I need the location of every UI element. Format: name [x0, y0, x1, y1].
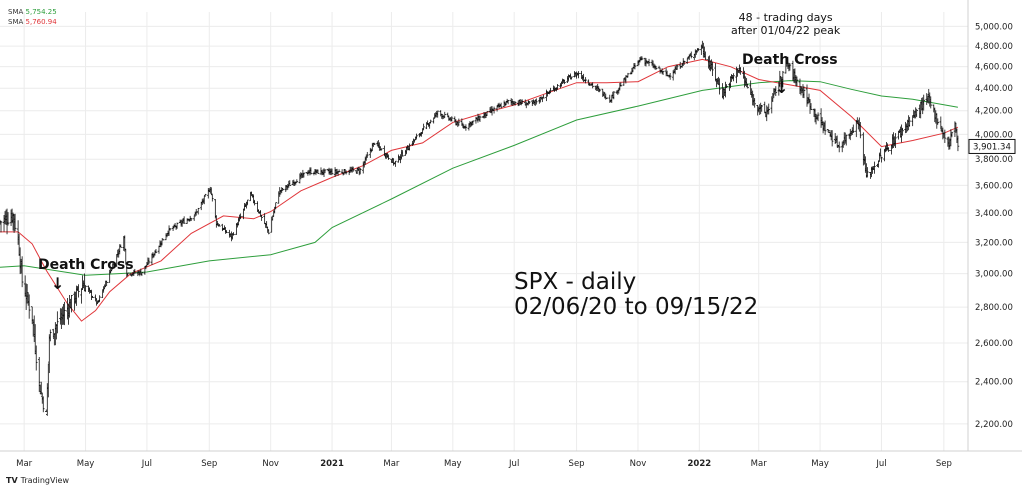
legend-label: SMA: [8, 18, 24, 26]
y-tick-label: 2,200.00: [975, 420, 1013, 430]
price-bars: [0, 40, 960, 416]
peak-note: 48 - trading days after 01/04/22 peak: [731, 11, 840, 37]
y-tick-label: 2,600.00: [975, 339, 1013, 349]
y-tick-label: 3,400.00: [975, 209, 1013, 219]
x-tick-label: Sep: [936, 459, 952, 469]
x-tick-label: Jul: [508, 459, 519, 469]
legend-value: 5,760.94: [25, 18, 57, 26]
y-tick-label: 4,400.00: [975, 84, 1013, 94]
x-tick-label: Jul: [875, 459, 886, 469]
last-price-badge: [968, 138, 1016, 154]
x-tick-label: May: [444, 459, 462, 469]
y-tick-label: 4,600.00: [975, 63, 1013, 73]
sma-short-line: [0, 58, 959, 322]
x-tick-label: Mar: [383, 459, 400, 469]
x-tick-label: Nov: [262, 459, 279, 469]
down-arrow-icon: ↓: [51, 274, 65, 293]
x-tick-label: Mar: [751, 459, 768, 469]
x-tick-label: May: [811, 459, 829, 469]
chart-title: SPX - daily 02/06/20 to 09/15/22: [514, 270, 758, 320]
x-tick-label: Mar: [16, 459, 33, 469]
time-axis[interactable]: Mar May Jul Sep Nov 2021 Mar May Jul Sep Nov 2022 Ma…: [0, 450, 1022, 469]
price-axis[interactable]: 2,200.00 2,400.00 2,600.00 2,800.00 3,000.00…: [967, 0, 1016, 451]
death-cross-label: Death Cross: [38, 257, 134, 273]
title-line: SPX - daily: [514, 269, 637, 295]
note-line: after 01/04/22 peak: [731, 24, 841, 37]
y-tick-label: 3,800.00: [975, 155, 1013, 165]
y-tick-label: 4,000.00: [975, 130, 1013, 140]
y-tick-label: 3,000.00: [975, 270, 1013, 280]
x-tick-label: Nov: [630, 459, 647, 469]
indicator-legend[interactable]: SMA 5,754.25 SMA 5,760.94: [8, 7, 57, 27]
x-tick-label: Sep: [569, 459, 585, 469]
note-line: 48 - trading days: [738, 11, 833, 24]
tradingview-logo-icon: TV: [6, 476, 18, 485]
x-tick-label: 2022: [687, 459, 711, 469]
x-tick-label: 2021: [320, 459, 344, 469]
brand-name: TradingView: [20, 476, 69, 485]
grid-lines: [0, 12, 968, 451]
y-tick-label: 2,800.00: [975, 303, 1013, 313]
x-tick-label: Sep: [201, 459, 217, 469]
x-tick-label: Jul: [141, 459, 152, 469]
y-tick-label: 4,800.00: [975, 42, 1013, 52]
y-tick-label: 3,200.00: [975, 238, 1013, 248]
x-tick-label: May: [77, 459, 95, 469]
death-cross-label: Death Cross: [742, 52, 838, 68]
legend-value: 5,754.25: [25, 8, 57, 16]
legend-line-long[interactable]: SMA 5,754.25: [8, 7, 57, 17]
title-line: 02/06/20 to 09/15/22: [514, 294, 759, 320]
last-price-label: 3,901.34: [973, 142, 1011, 152]
down-arrow-icon: ↓: [775, 78, 789, 97]
y-tick-label: 4,200.00: [975, 107, 1013, 117]
y-tick-label: 5,000.00: [975, 22, 1013, 32]
tradingview-footer[interactable]: TV TradingView: [6, 476, 69, 485]
legend-line-short[interactable]: SMA 5,760.94: [8, 17, 57, 27]
legend-label: SMA: [8, 8, 24, 16]
y-tick-label: 2,400.00: [975, 378, 1013, 388]
sma-short-path: [0, 58, 959, 322]
y-tick-label: 3,600.00: [975, 181, 1013, 191]
